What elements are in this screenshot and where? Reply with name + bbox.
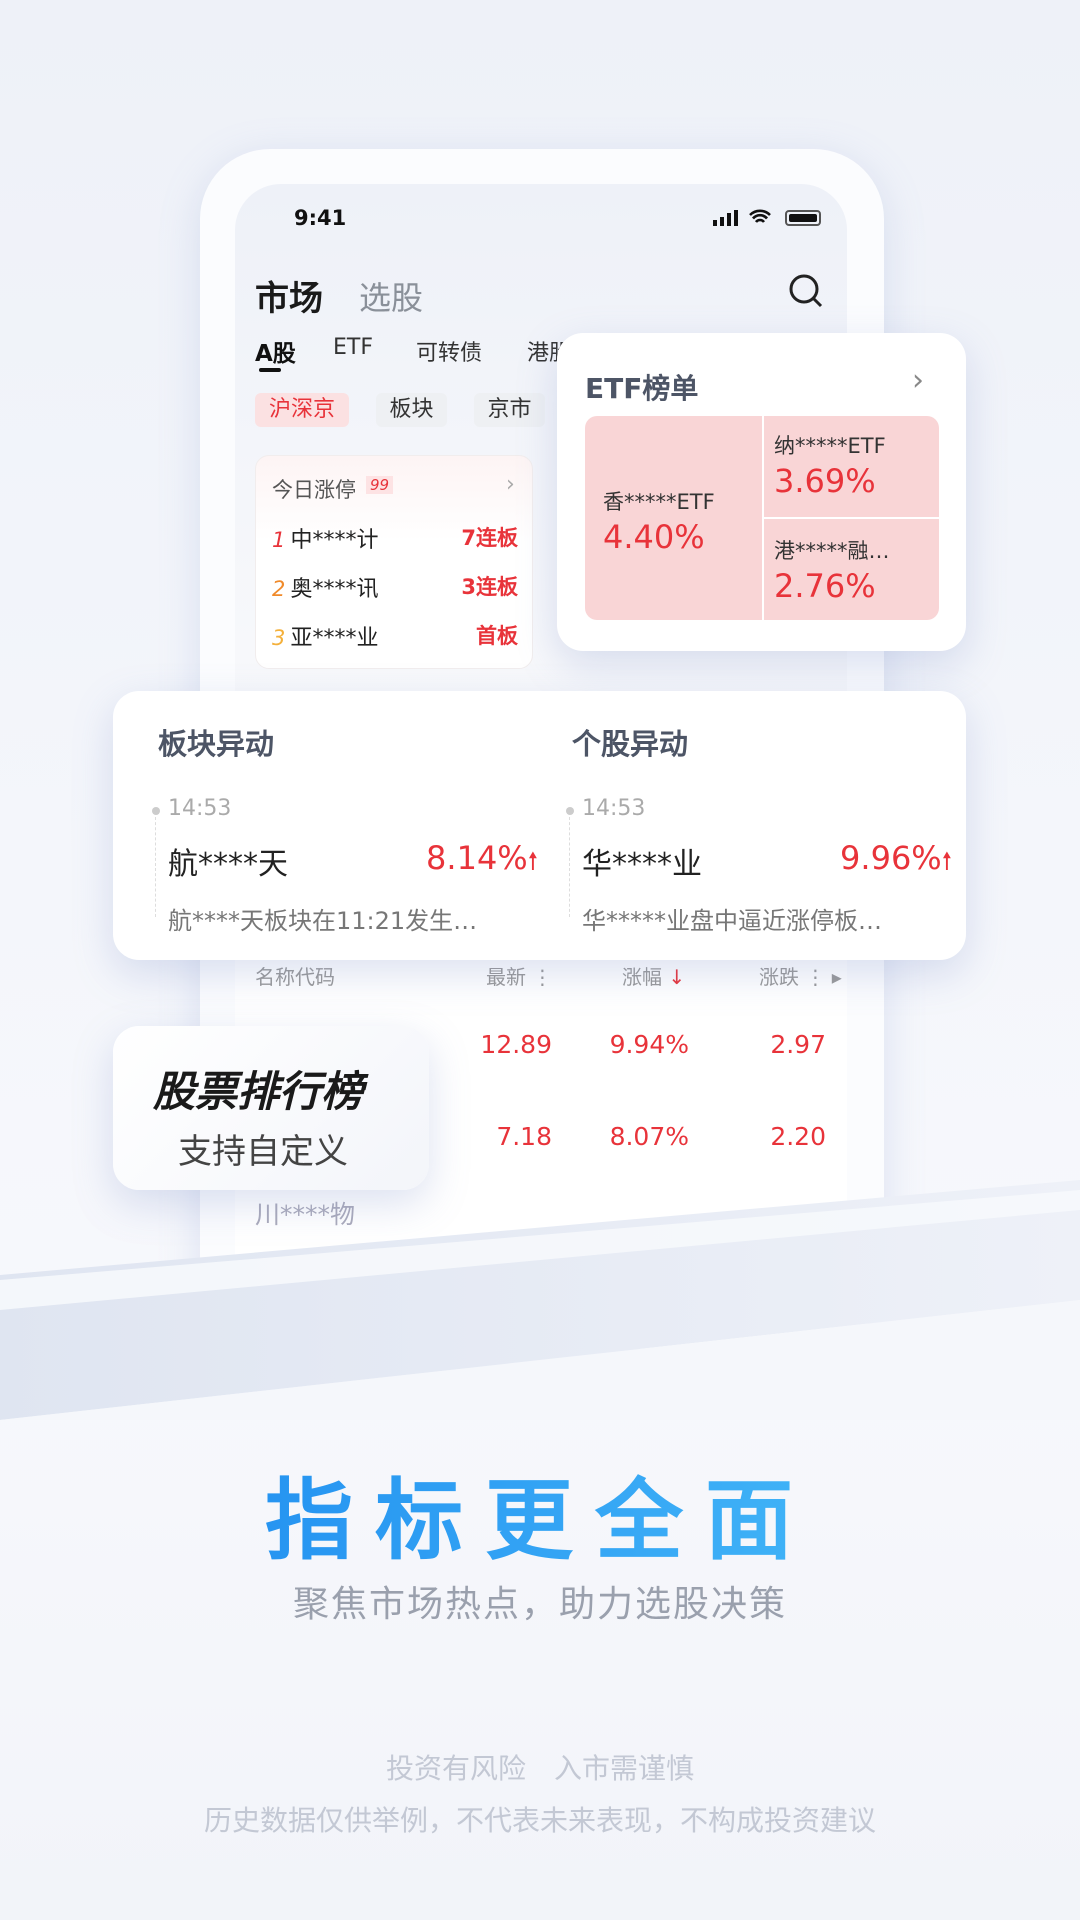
stock-pct: 9.96% [840,839,942,877]
table-row[interactable]: 7.18 8.07% 2.20 [235,1122,847,1162]
etf-name: 港*****融… [774,539,890,563]
change-pct: 8.07% [609,1122,689,1151]
etf-pct: 4.40% [603,518,705,556]
decorative-wave-band [0,1180,1080,1420]
arrow-up-icon: 🠕 [527,847,538,875]
limit-up-title: 今日涨停 [272,478,356,502]
etf-name: 香*****ETF [603,490,715,514]
data-disclaimer: 历史数据仅供举例，不代表未来表现，不构成投资建议 [203,1804,876,1837]
etf-card-title: ETF榜单 [585,372,699,405]
sector-movers-title: 板块异动 [158,727,275,761]
etf-tile[interactable]: 纳*****ETF 3.69% [764,416,939,517]
ranking-feature-card: 股票排行榜 支持自定义 [113,1026,429,1190]
etf-tile[interactable]: 香*****ETF 4.40% [585,416,762,620]
hero-title: 指标更全面 [0,1450,1080,1577]
timeline-line [155,817,156,917]
stock-movers-title: 个股异动 [572,727,689,761]
etf-pct: 2.76% [774,567,876,605]
stock-desc: 华*****业盘中逼近涨停板… [582,907,882,935]
streak-tag: 3连板 [461,575,518,599]
battery-icon [785,210,821,226]
sector-movers[interactable]: 板块异动 14:53 航****天 8.14%🠕 航****天板块在11:21发… [152,721,538,935]
timeline-line [569,817,570,917]
sector-desc: 航****天板块在11:21发生… [168,907,478,935]
col-change-label: 涨跌 [759,965,799,989]
sort-down-icon: ↓ [668,965,686,989]
tab-market[interactable]: 市场 [255,279,323,319]
market-tab-etf[interactable]: ETF [333,335,373,360]
wifi-icon [748,208,772,230]
sector-pct: 8.14% [426,839,528,877]
rank: 2 [272,577,286,601]
col-latest[interactable]: 最新 ⋮ [486,965,553,989]
chip-hushenjing[interactable]: 沪深京 [255,393,349,427]
movers-card: 板块异动 14:53 航****天 8.14%🠕 航****天板块在11:21发… [113,691,966,960]
col-change[interactable]: 涨跌 ⋮ ▸ [759,965,842,989]
market-tab-convertible[interactable]: 可转债 [416,341,483,366]
etf-tile[interactable]: 港*****融… 2.76% [764,519,939,620]
limit-up-card[interactable]: 今日涨停 99 › 1 中****计 7连板 2 奥****讯 3连板 3 亚***… [255,455,533,669]
status-time: 9:41 [294,206,347,230]
col-latest-label: 最新 [486,965,526,989]
hero-subtitle: 聚焦市场热点，助力选股决策 [292,1584,787,1625]
sector-name: 航****天 [168,847,288,882]
col-change-pct[interactable]: 涨幅 ↓ [622,961,685,990]
market-tab-a-share[interactable]: A股 [255,341,296,367]
stock-movers[interactable]: 个股异动 14:53 华****业 9.96%🠕 华*****业盘中逼近涨停板… [566,721,952,935]
limit-up-count-badge: 99 [366,476,394,494]
risk-disclaimer: 投资有风险 入市需谨慎 [385,1752,694,1785]
active-tab-indicator [259,368,281,372]
chevron-right-icon[interactable]: › [912,363,924,398]
timeline-dot [566,807,574,815]
etf-ranking-card[interactable]: ETF榜单 › 香*****ETF 4.40% 纳*****ETF 3.69% … [557,333,966,651]
price: 12.89 [480,1030,552,1059]
stock-name: 中****计 [290,528,379,553]
event-time: 14:53 [168,796,232,821]
search-icon[interactable] [787,272,825,314]
table-row-partial-name: 川****物 [255,1200,356,1229]
arrow-up-icon: 🠕 [941,847,952,875]
chevron-right-icon[interactable]: › [506,472,515,497]
col-change-pct-label: 涨幅 [622,965,662,989]
list-item[interactable]: 1 中****计 7连板 [272,522,518,571]
event-time: 14:53 [582,796,646,821]
signal-icon [713,210,741,230]
timeline-dot [152,807,160,815]
change-pct: 9.94% [609,1030,689,1059]
chip-beijing[interactable]: 京市 [474,393,545,427]
table-row[interactable]: 12.89 9.94% 2.97 [235,1030,847,1070]
streak-tag: 首板 [476,624,518,648]
stock-name: 华****业 [582,847,702,882]
stock-name: 亚****业 [290,626,379,651]
streak-tag: 7连板 [461,526,518,550]
tab-stock-picker[interactable]: 选股 [359,279,424,317]
stock-name: 奥****讯 [290,577,379,602]
ranking-subtitle: 支持自定义 [178,1132,348,1172]
rank: 1 [272,528,286,552]
etf-pct: 3.69% [774,462,876,500]
chip-sector[interactable]: 板块 [376,393,447,427]
rank: 3 [272,626,286,650]
ranking-title: 股票排行榜 [153,1067,364,1116]
change: 2.20 [770,1122,826,1151]
price: 7.18 [496,1122,552,1151]
col-name-code[interactable]: 名称代码 [255,965,335,989]
etf-name: 纳*****ETF [774,434,886,458]
list-item[interactable]: 3 亚****业 首板 [272,620,518,669]
change: 2.97 [770,1030,826,1059]
list-item[interactable]: 2 奥****讯 3连板 [272,571,518,620]
